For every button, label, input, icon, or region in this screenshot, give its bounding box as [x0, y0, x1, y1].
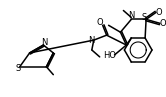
Text: O: O: [156, 8, 162, 17]
Text: O: O: [96, 18, 103, 27]
Text: N: N: [89, 36, 95, 45]
Text: S: S: [15, 64, 20, 73]
Text: N: N: [128, 11, 134, 20]
Text: O: O: [160, 19, 166, 28]
Text: S: S: [141, 13, 147, 22]
Text: HO: HO: [103, 51, 116, 60]
Text: N: N: [41, 38, 48, 47]
